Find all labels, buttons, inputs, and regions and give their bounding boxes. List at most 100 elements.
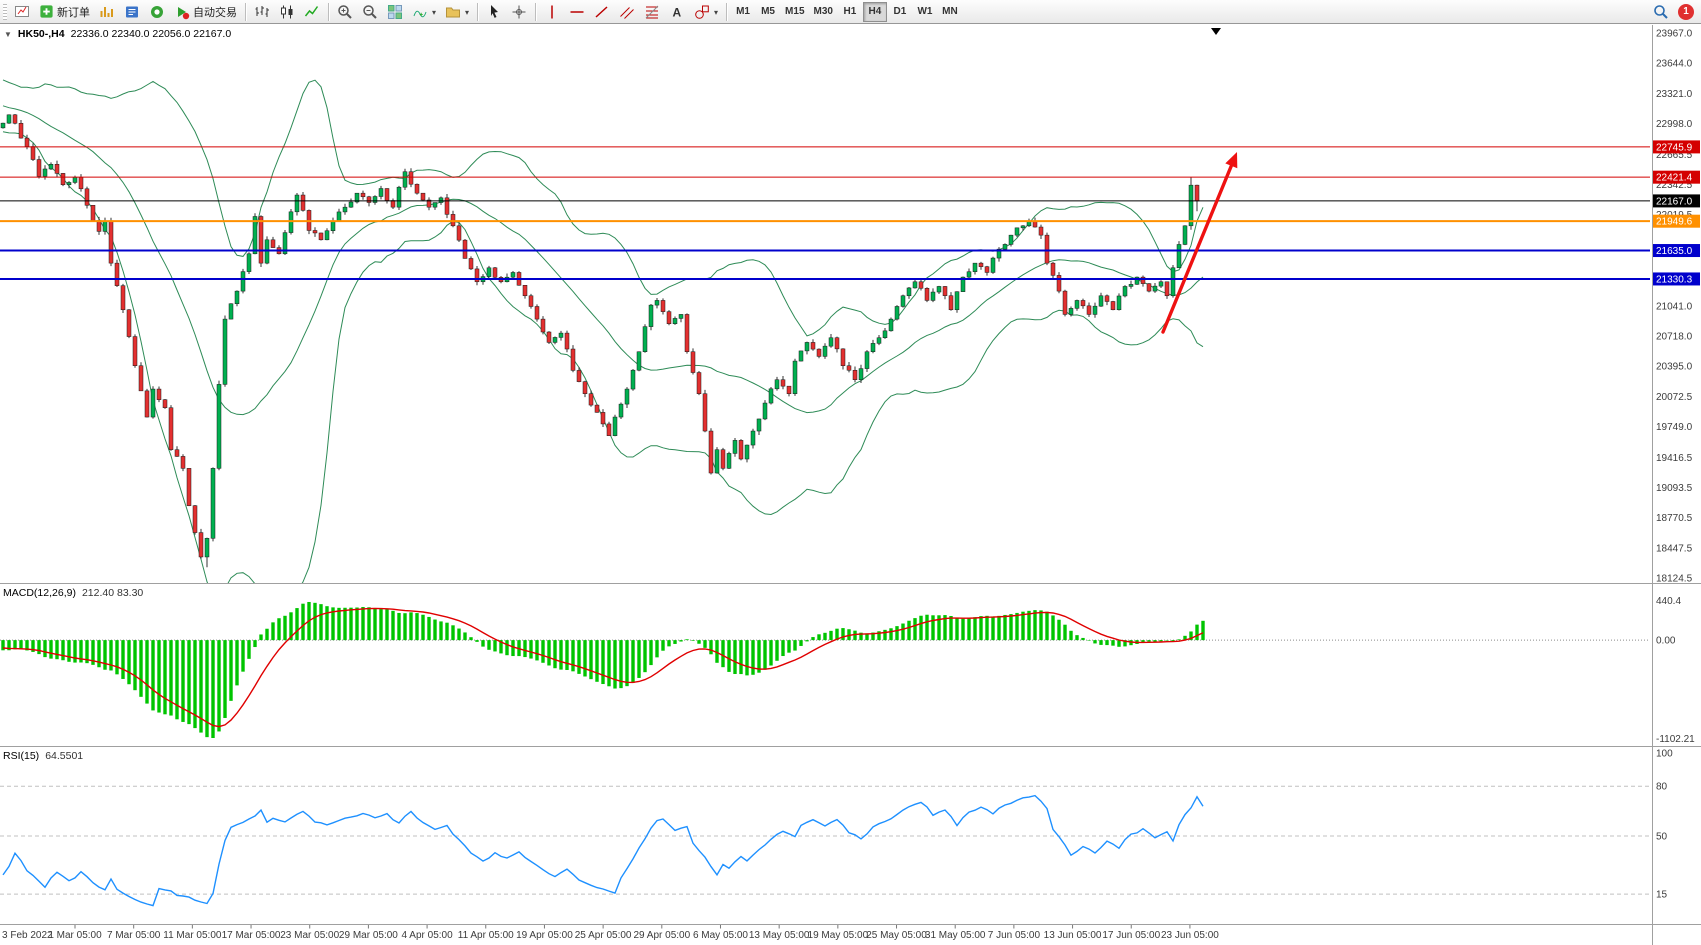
price-tick-label: 20072.5 (1656, 392, 1693, 403)
price-axis[interactable]: 23967.0 23644.0 23321.0 22998.0 22665.5 22342… (1652, 29, 1700, 901)
candle (1080, 300, 1086, 307)
main-price-pane[interactable] (0, 79, 1204, 600)
crosshair-button[interactable] (507, 2, 531, 22)
timeframe-mn-button[interactable]: MN (938, 2, 962, 22)
rsi-header: RSI(15) 64.5501 (3, 750, 83, 762)
candle (528, 295, 534, 307)
macd-histogram-bar (1, 640, 5, 651)
tile-windows-button[interactable] (383, 2, 407, 22)
candle (12, 114, 18, 124)
timeframe-h1-button[interactable]: H1 (838, 2, 862, 22)
one-click-trading-arrow-icon[interactable] (4, 30, 12, 39)
notification-badge[interactable]: 1 (1678, 3, 1694, 20)
candlestick-chart-button[interactable] (275, 2, 299, 22)
macd-histogram-bar (79, 640, 83, 663)
candle (348, 201, 354, 208)
candle (1092, 305, 1098, 315)
candle (774, 379, 780, 390)
rsi-axis-label: 80 (1656, 782, 1668, 793)
macd-histogram-bar (967, 617, 971, 641)
trendline-tool-button[interactable] (590, 2, 614, 22)
candle (192, 505, 198, 533)
timeframe-d1-button[interactable]: D1 (888, 2, 912, 22)
timeframe-h4-button[interactable]: H4 (862, 1, 887, 22)
fibonacci-tool-button[interactable] (640, 2, 664, 22)
macd-histogram-bar (55, 640, 59, 660)
templates-folder-icon (445, 4, 461, 20)
macd-histogram-bar (1033, 610, 1037, 641)
indicators-dropdown-button[interactable] (408, 2, 440, 22)
cursor-icon (486, 4, 502, 20)
macd-histogram-bar (295, 608, 299, 641)
ohlc-values: 22336.0 22340.0 22056.0 22167.0 (70, 28, 232, 40)
channel-tool-button[interactable] (615, 2, 639, 22)
chart-window-button[interactable] (10, 2, 34, 22)
news-button[interactable] (120, 2, 144, 22)
text-tool-button[interactable]: A (665, 2, 689, 22)
timeframe-m30-button[interactable]: M30 (810, 2, 837, 22)
macd-signal-line (2, 607, 1204, 728)
new-order-button[interactable]: 新订单 (35, 2, 94, 22)
zoom-out-button[interactable] (358, 2, 382, 22)
candle (486, 267, 492, 277)
candle (204, 538, 210, 558)
auto-trading-button[interactable]: 自动交易 (170, 2, 241, 22)
rsi-pane[interactable] (0, 785, 1650, 907)
time-label: 1 Mar 05:00 (48, 930, 102, 941)
candle (882, 330, 888, 339)
macd-histogram-bar (1117, 640, 1121, 647)
timeframe-m1-button[interactable]: M1 (731, 2, 755, 22)
macd-histogram-bar (415, 613, 419, 641)
chart-header: HK50-,H4 22336.0 22340.0 22056.0 22167.0 (4, 28, 231, 40)
macd-histogram-bar (619, 640, 623, 689)
templates-dropdown-button[interactable] (441, 2, 473, 22)
macd-axis-label: -1102.21 (1656, 734, 1695, 745)
horizontal-line-tool-button[interactable] (565, 2, 589, 22)
market-depth-button[interactable] (95, 2, 119, 22)
candle (654, 300, 660, 306)
macd-histogram-bar (121, 640, 125, 679)
candle (708, 430, 714, 474)
candle (960, 276, 966, 292)
search-button[interactable] (1649, 2, 1673, 22)
vertical-line-tool-button[interactable] (540, 2, 564, 22)
candle (288, 211, 294, 233)
time-label: 7 Jun 05:00 (988, 930, 1041, 941)
macd-histogram-bar (1075, 635, 1079, 641)
macd-histogram-bar (949, 615, 953, 641)
annotations-layer[interactable] (1161, 28, 1238, 334)
line-chart-button[interactable] (300, 2, 324, 22)
candle (1110, 301, 1116, 311)
community-button[interactable] (145, 2, 169, 22)
bar-chart-button[interactable] (250, 2, 274, 22)
macd-histogram-bar (913, 618, 917, 641)
macd-histogram-bar (811, 637, 815, 641)
zoom-in-button[interactable] (333, 2, 357, 22)
macd-histogram-bar (559, 640, 563, 670)
macd-histogram-bar (895, 626, 899, 641)
candle (1158, 281, 1164, 287)
time-label: 23 Mar 05:00 (280, 930, 339, 941)
macd-histogram-bar (1027, 610, 1031, 641)
timeframe-m5-button[interactable]: M5 (756, 2, 780, 22)
cursor-button[interactable] (482, 2, 506, 22)
text-icon: A (669, 4, 685, 20)
macd-histogram-bar (757, 640, 761, 673)
macd-histogram-bar (907, 620, 911, 641)
price-tick-label: 20395.0 (1656, 362, 1693, 373)
timeframe-m15-button[interactable]: M15 (781, 2, 808, 22)
macd-histogram-bar (211, 640, 215, 738)
horizontal-levels-layer[interactable] (0, 146, 1650, 280)
timeframe-w1-button[interactable]: W1 (913, 2, 937, 22)
candle (600, 412, 606, 425)
macd-histogram-bar (871, 632, 875, 641)
toolbar-grip[interactable] (3, 3, 7, 20)
macd-histogram-bar (733, 640, 737, 674)
rsi-line (2, 794, 1204, 907)
candle (720, 449, 726, 469)
macd-pane[interactable] (0, 601, 1650, 738)
candle (384, 188, 390, 201)
shapes-dropdown-button[interactable] (690, 2, 722, 22)
